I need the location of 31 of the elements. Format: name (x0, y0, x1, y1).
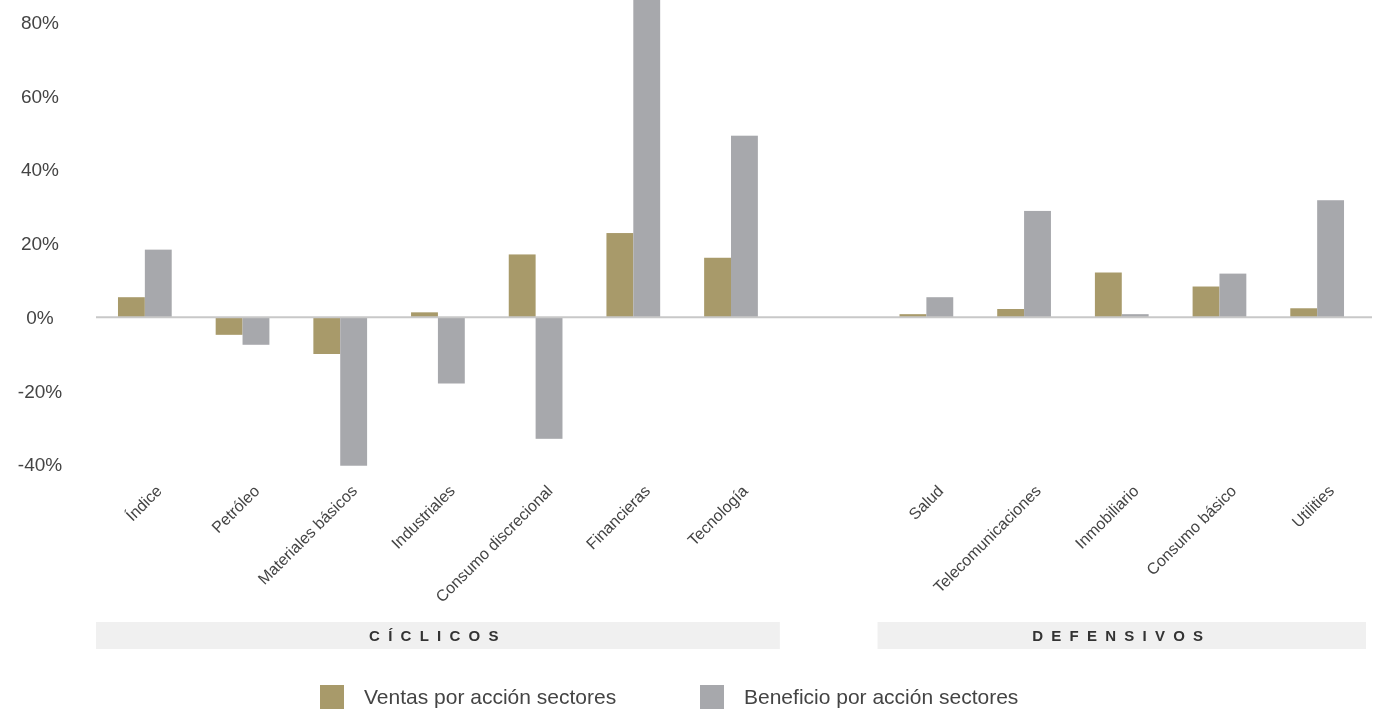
bar (1317, 200, 1345, 318)
bar (1192, 286, 1220, 318)
bar (437, 317, 465, 384)
y-tick-label: 80% (20, 11, 60, 33)
bar (1219, 273, 1247, 318)
legend-label: Ventas por acción sectores (364, 685, 617, 709)
bar (535, 317, 563, 439)
y-tick-label: 20% (20, 233, 60, 255)
bar (926, 297, 954, 318)
y-tick-label: 0% (26, 306, 54, 328)
text: CÍCLICOS (369, 627, 507, 645)
legend-label: Beneficio por acción sectores (744, 685, 1019, 709)
y-tick-label: -20% (17, 380, 63, 402)
y-tick-label: -40% (17, 454, 63, 476)
bar (508, 254, 536, 318)
bar (704, 257, 731, 318)
bar (242, 317, 270, 345)
text: DEFENSIVOS (1032, 627, 1212, 645)
bar (313, 317, 341, 354)
bar (1024, 210, 1051, 318)
y-tick-label: 60% (20, 85, 60, 107)
bar (606, 233, 634, 318)
bar (731, 135, 758, 318)
y-tick-label: 40% (20, 159, 60, 181)
bar (117, 297, 145, 318)
bar (1094, 272, 1122, 318)
bar (215, 317, 243, 335)
bar (340, 317, 368, 466)
bar (633, 0, 661, 318)
bar (144, 249, 172, 318)
bar (1290, 308, 1318, 318)
